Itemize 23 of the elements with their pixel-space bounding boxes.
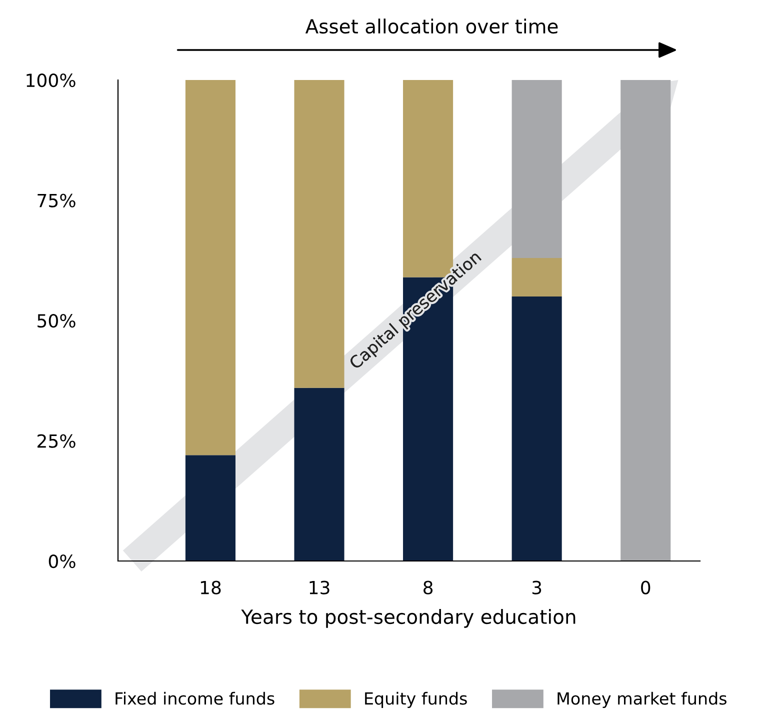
chart-title: Asset allocation over time — [305, 18, 558, 34]
x-tick-label: 13 — [310, 580, 330, 594]
legend-label: Money market funds — [558, 692, 726, 708]
y-tick-label: 75% — [38, 194, 76, 208]
legend-label: Equity funds — [365, 692, 467, 708]
bar — [185, 80, 236, 456]
x-tick-label: 8 — [424, 580, 433, 594]
bar — [294, 388, 344, 561]
x-tick-label: 0 — [641, 580, 650, 594]
legend-label: Fixed income funds — [116, 692, 274, 705]
y-tick-label: 50% — [38, 314, 76, 328]
bar — [512, 296, 562, 561]
bar — [620, 80, 671, 561]
x-tick-label: 18 — [200, 580, 221, 594]
y-tick-label: 25% — [38, 434, 76, 448]
bar — [185, 455, 236, 561]
x-tick-label: 3 — [532, 580, 542, 594]
x-axis-title: Years to post-secondary education — [241, 609, 576, 628]
bar — [512, 80, 562, 258]
bar — [512, 258, 562, 296]
y-tick-label: 100% — [26, 73, 76, 88]
bar — [294, 80, 344, 388]
y-tick-label: 0% — [48, 554, 76, 568]
